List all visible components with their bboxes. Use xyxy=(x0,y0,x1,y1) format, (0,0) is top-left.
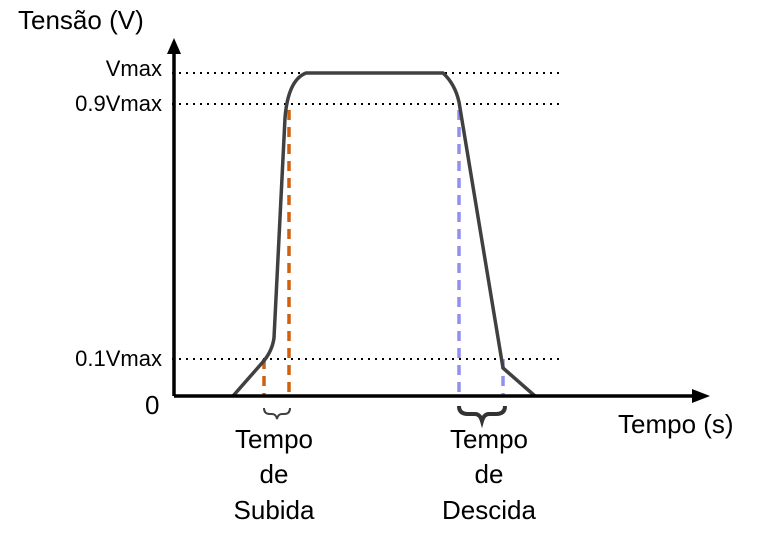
fall-time-label-line-2: de xyxy=(475,459,504,489)
x-axis-label: Tempo (s) xyxy=(618,409,734,439)
y-axis-arrowhead xyxy=(167,38,181,54)
rise-time-brace xyxy=(263,407,291,420)
rise-time-label-line-1: Tempo xyxy=(235,424,313,454)
fall-time-brace xyxy=(457,405,507,429)
rise-time-label-line-3: Subida xyxy=(234,495,315,525)
y-axis-label: Tensão (V) xyxy=(18,5,144,35)
rise-time-label-line-2: de xyxy=(260,459,289,489)
fall-time-label-line-1: Tempo xyxy=(450,424,528,454)
pulse-waveform xyxy=(231,71,537,398)
vmax-label: Vmax xyxy=(106,56,162,81)
v90-label: 0.9Vmax xyxy=(75,91,162,116)
fall-time-label-line-3: Descida xyxy=(442,495,536,525)
x-axis-arrowhead xyxy=(692,389,710,403)
v10-label: 0.1Vmax xyxy=(75,346,162,371)
origin-label: 0 xyxy=(145,390,159,420)
